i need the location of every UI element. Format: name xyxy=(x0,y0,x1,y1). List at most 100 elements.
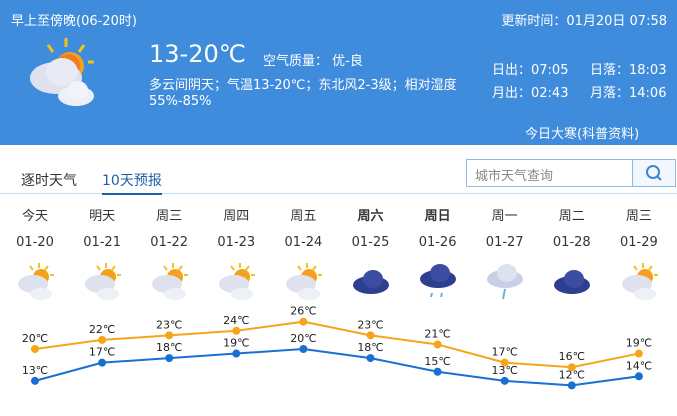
low-temp-point xyxy=(567,381,576,390)
high-temp-point xyxy=(98,335,107,344)
high-temp-point xyxy=(366,331,375,340)
partly-cloudy-icon xyxy=(30,38,94,106)
search-icon xyxy=(646,165,662,181)
high-temp-label: 21℃ xyxy=(424,327,450,340)
forecast-day: 周六 01-25 xyxy=(337,205,404,305)
high-temp-point xyxy=(165,331,174,340)
low-temp-label: 19℃ xyxy=(223,337,249,350)
low-temp-point xyxy=(634,372,643,381)
high-temp-point xyxy=(31,345,39,353)
low-temp-point xyxy=(31,376,39,385)
partly-cloudy-icon xyxy=(219,263,256,300)
high-temp-label: 17℃ xyxy=(492,346,518,359)
forecast-day: 周五 01-24 xyxy=(270,205,337,305)
day-label: 周五 xyxy=(290,209,317,224)
tab-bar: 逐时天气 10天预报 xyxy=(0,150,677,195)
low-temp-point xyxy=(232,349,241,358)
date-label: 01-24 xyxy=(284,235,323,250)
low-temp-label: 18℃ xyxy=(156,341,182,354)
high-temp-point xyxy=(634,349,643,358)
day-label: 今天 xyxy=(21,209,48,224)
today-weather-panel: 早上至傍晚(06-20时) 更新时间：01月20日 07:58 13-20℃ 空… xyxy=(0,0,677,145)
low-temp-point xyxy=(299,345,308,353)
day-label: 周二 xyxy=(558,209,585,224)
low-temp-point xyxy=(433,367,442,376)
high-temp-label: 20℃ xyxy=(22,332,48,345)
forecast-day: 周三 01-22 xyxy=(136,205,203,305)
update-time: 更新时间：01月20日 07:58 xyxy=(501,14,667,29)
partly-cloudy-icon xyxy=(152,263,189,300)
date-label: 01-29 xyxy=(620,235,658,250)
day-label: 周日 xyxy=(424,209,451,224)
period-label: 早上至傍晚(06-20时) xyxy=(11,14,137,29)
high-temp-label: 26℃ xyxy=(290,305,316,318)
moonset: 月落：14:06 xyxy=(590,86,667,101)
partly-cloudy-icon xyxy=(85,263,122,300)
high-temp-label: 23℃ xyxy=(357,318,383,331)
high-temp-point xyxy=(500,358,509,367)
date-label: 01-23 xyxy=(217,235,256,250)
day-label: 明天 xyxy=(89,209,116,224)
day-label: 周一 xyxy=(491,209,518,224)
day-label: 周四 xyxy=(223,209,250,224)
date-label: 01-25 xyxy=(351,235,390,250)
forecast-day: 明天 01-21 xyxy=(69,205,136,305)
moonrise: 月出：02:43 xyxy=(492,86,569,101)
low-temp-label: 13℃ xyxy=(22,364,48,377)
forecast-day: 周二 01-28 xyxy=(538,205,605,305)
forecast-day: 周一 01-27 xyxy=(471,205,538,305)
date-label: 01-21 xyxy=(83,235,121,250)
high-temp-label: 24℃ xyxy=(223,314,249,327)
air-quality: 空气质量： 优-良 xyxy=(263,54,363,69)
forecast-day: 周日 01-26 xyxy=(404,205,471,305)
day-label: 周三 xyxy=(156,209,183,224)
date-label: 01-20 xyxy=(16,235,54,250)
date-label: 01-26 xyxy=(418,235,457,250)
high-temp-point xyxy=(433,340,442,349)
sunset: 日落：18:03 xyxy=(590,63,667,78)
tab-10-day[interactable]: 10天预报 xyxy=(102,170,162,195)
date-label: 01-28 xyxy=(552,235,591,250)
search-button[interactable] xyxy=(632,159,676,187)
low-temp-line xyxy=(34,347,640,387)
low-temp-label: 15℃ xyxy=(424,355,450,368)
forecast-day: 周四 01-23 xyxy=(203,205,270,305)
weather-desc: 多云间阴天；气温13-20℃；东北风2-3级；相对湿度 xyxy=(149,78,457,93)
drizzle-icon xyxy=(486,264,523,300)
solar-term-link[interactable]: 今日大寒(科普资料) xyxy=(525,127,640,142)
overcast-icon xyxy=(553,270,590,294)
partly-cloudy-icon xyxy=(621,263,658,300)
date-label: 01-22 xyxy=(150,235,189,250)
partly-cloudy-icon xyxy=(286,263,323,300)
high-temp-line xyxy=(34,320,640,369)
low-temp-point xyxy=(366,354,375,363)
high-temp-label: 16℃ xyxy=(559,350,585,363)
high-temp-point xyxy=(567,363,576,372)
overcast-icon xyxy=(352,270,389,294)
tab-hourly[interactable]: 逐时天气 xyxy=(21,173,77,189)
day-label: 周三 xyxy=(625,209,652,224)
forecast-day: 周三 01-29 xyxy=(605,205,672,305)
rain-icon xyxy=(419,264,456,298)
low-temp-label: 14℃ xyxy=(626,359,652,372)
high-temp-label: 23℃ xyxy=(156,318,182,331)
temperature-chart: 20℃ 22℃ 23℃ 24℃ 26℃ 23℃ 21℃ 17℃ 16℃ 19℃ 13℃ 17℃ 18℃ 1… xyxy=(22,305,652,390)
temp-range: 13-20℃ xyxy=(149,40,246,68)
low-temp-point xyxy=(165,354,174,363)
high-temp-point xyxy=(232,326,241,335)
forecast-day: 今天 01-20 xyxy=(2,205,69,305)
date-label: 01-27 xyxy=(485,235,524,250)
partly-cloudy-icon xyxy=(18,263,54,300)
low-temp-point xyxy=(98,358,107,367)
humidity: 55%-85% xyxy=(149,94,212,109)
city-search-input[interactable]: 城市天气查询 xyxy=(466,159,633,187)
low-temp-label: 20℃ xyxy=(290,332,316,345)
low-temp-label: 13℃ xyxy=(492,364,518,377)
high-temp-label: 22℃ xyxy=(89,323,115,336)
high-temp-point xyxy=(299,317,308,326)
low-temp-label: 12℃ xyxy=(559,368,585,381)
low-temp-label: 18℃ xyxy=(357,341,383,354)
high-temp-label: 19℃ xyxy=(626,337,652,350)
day-label: 周六 xyxy=(357,209,384,224)
low-temp-point xyxy=(500,376,509,385)
